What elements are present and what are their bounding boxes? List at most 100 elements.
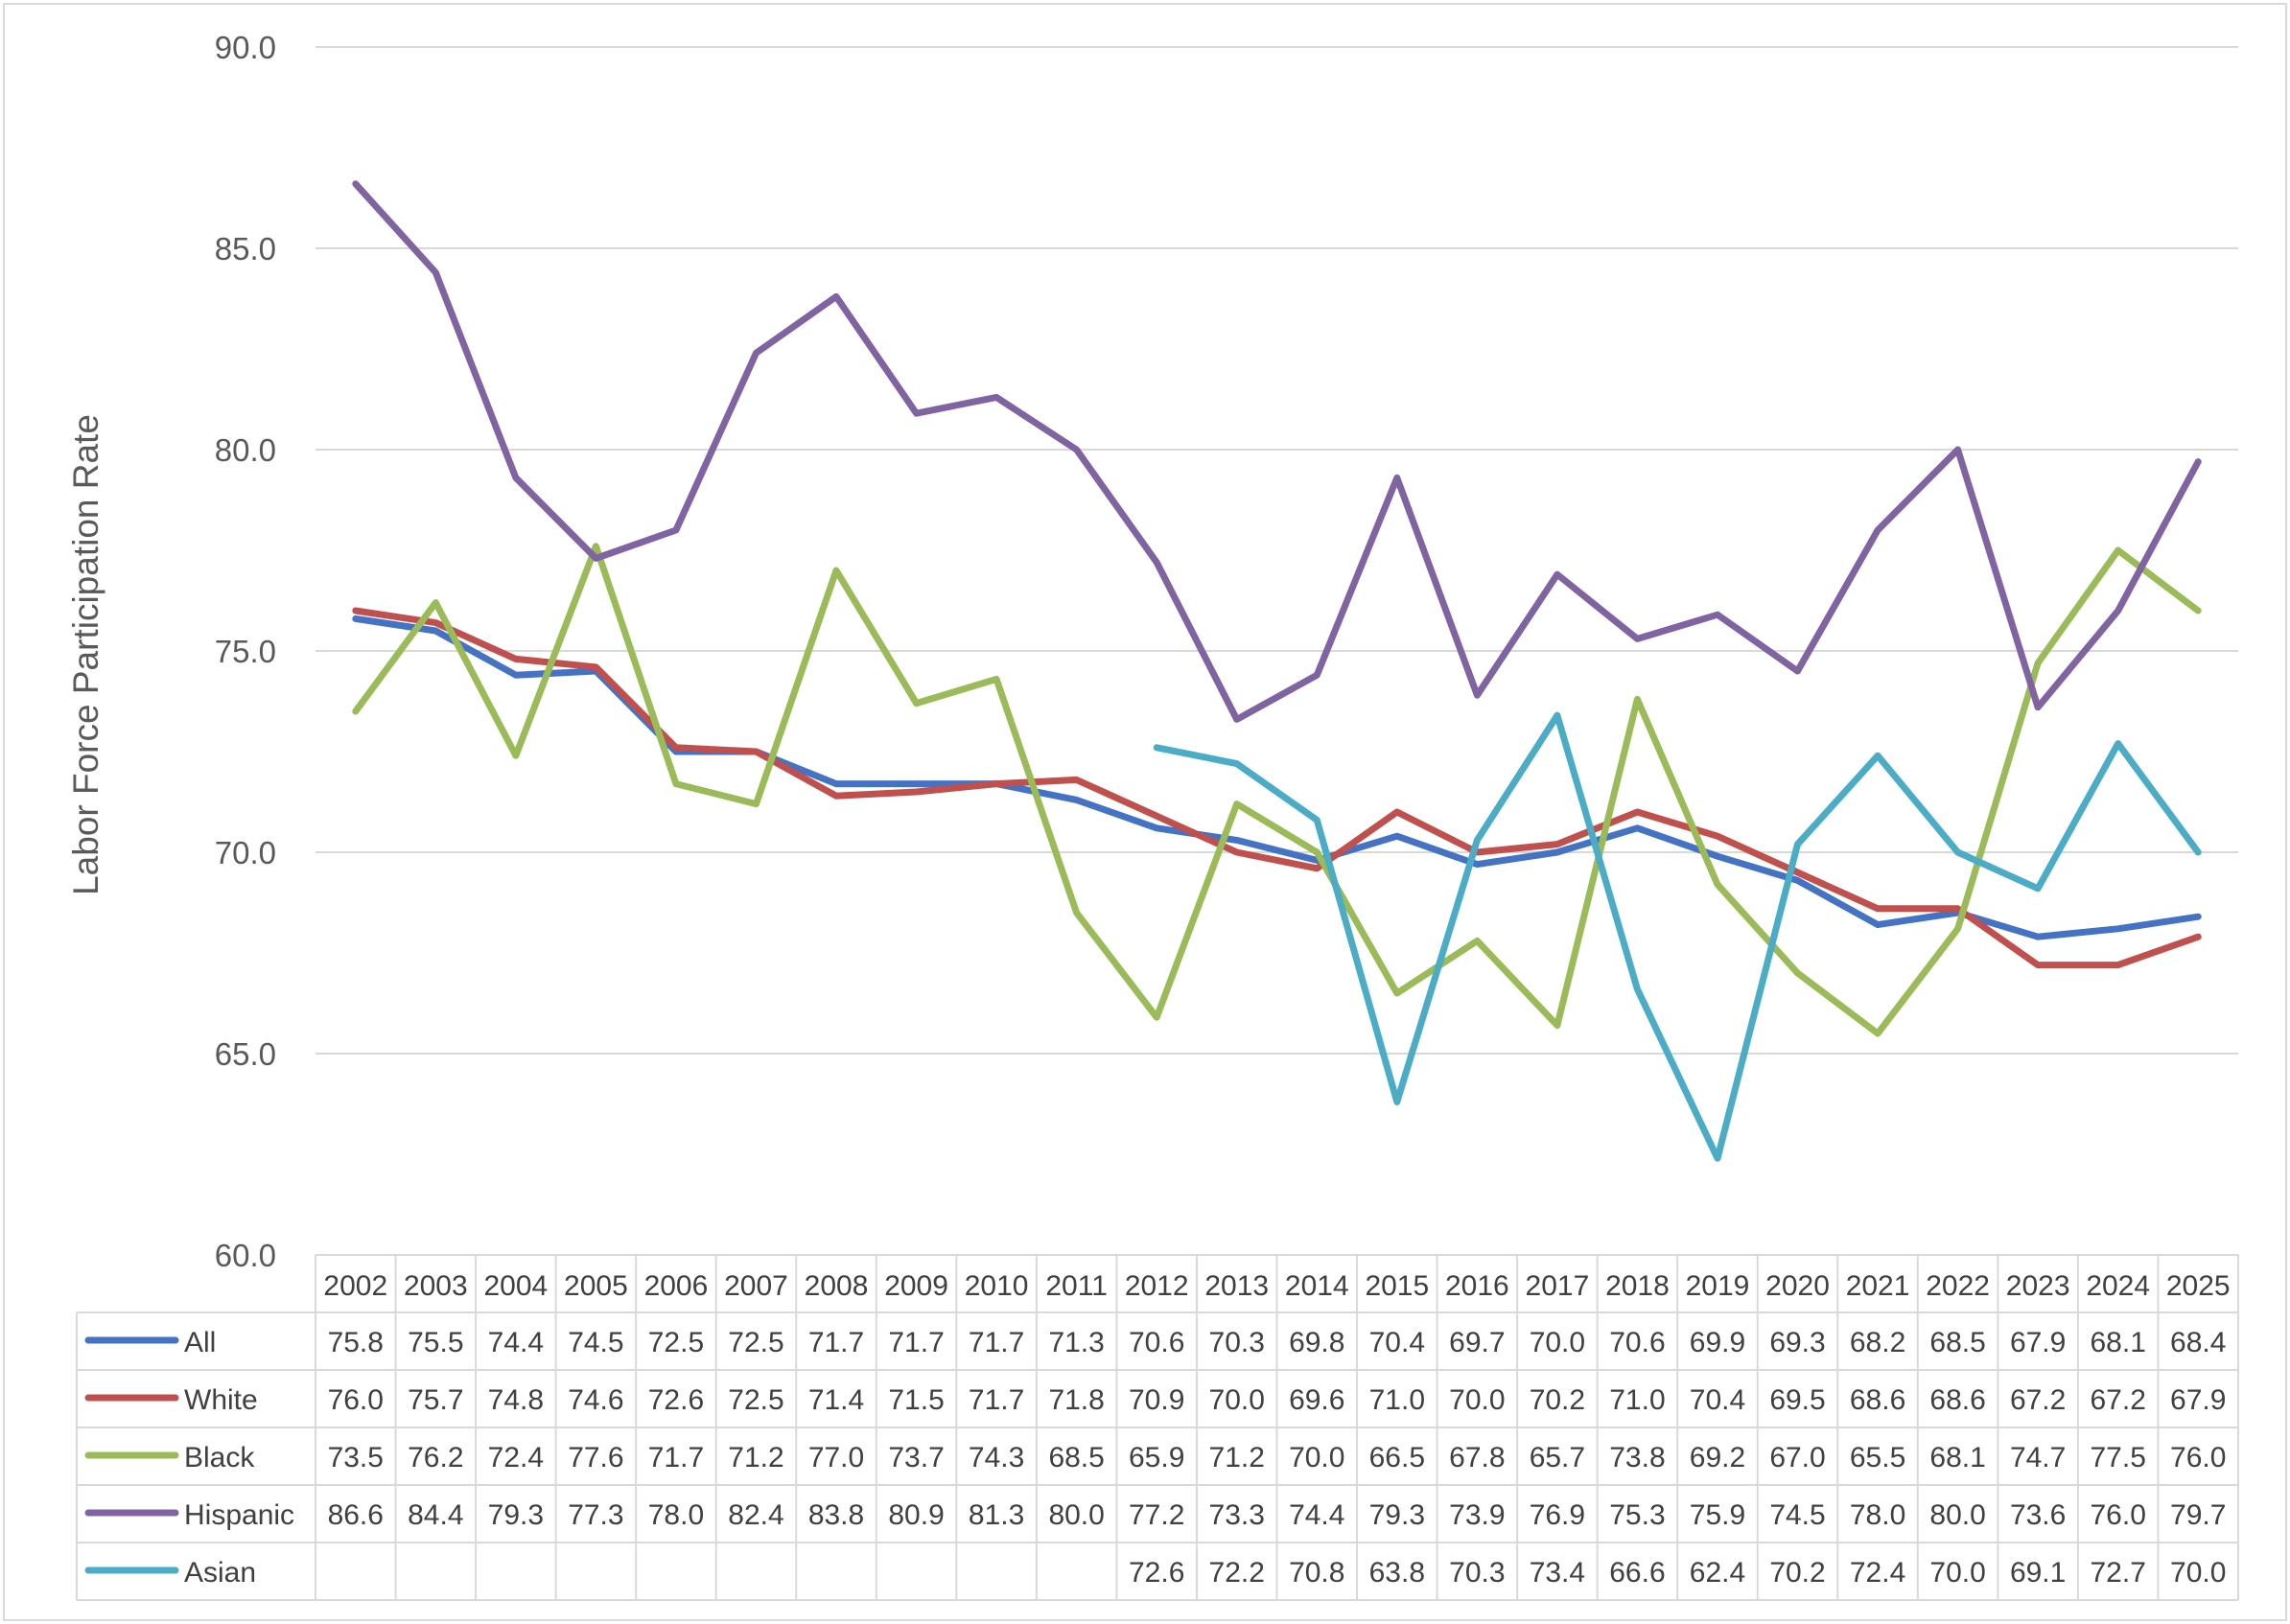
data-label: 72.2 <box>1209 1557 1265 1589</box>
data-label: 71.7 <box>969 1384 1024 1416</box>
data-label: 80.0 <box>1929 1499 1985 1531</box>
data-label: 65.7 <box>1530 1442 1585 1473</box>
x-tick-label: 2020 <box>1765 1270 1830 1302</box>
x-tick-label: 2019 <box>1686 1270 1750 1302</box>
data-label: 75.8 <box>328 1327 384 1358</box>
data-label: 81.3 <box>969 1499 1024 1531</box>
y-tick-label: 60.0 <box>215 1238 276 1273</box>
data-label: 66.6 <box>1609 1557 1665 1589</box>
data-label: 74.8 <box>488 1384 544 1416</box>
data-label: 67.2 <box>2090 1384 2145 1416</box>
x-tick-label: 2007 <box>724 1270 788 1302</box>
data-label: 68.1 <box>2090 1327 2145 1358</box>
data-label: 70.6 <box>1129 1327 1184 1358</box>
data-label: 71.2 <box>1209 1442 1265 1473</box>
data-label: 77.6 <box>568 1442 623 1473</box>
data-label: 68.6 <box>1929 1384 1985 1416</box>
data-label: 74.7 <box>2010 1442 2066 1473</box>
data-label: 71.7 <box>648 1442 704 1473</box>
data-label: 72.7 <box>2090 1557 2145 1589</box>
x-tick-label: 2025 <box>2166 1270 2231 1302</box>
data-label: 73.5 <box>328 1442 384 1473</box>
data-label: 75.9 <box>1690 1499 1745 1531</box>
data-label: 70.3 <box>1209 1327 1265 1358</box>
y-tick-label: 80.0 <box>215 432 276 468</box>
data-label: 68.5 <box>1929 1327 1985 1358</box>
data-label: 70.0 <box>1449 1384 1505 1416</box>
data-label: 67.0 <box>1769 1442 1825 1473</box>
series-line-all <box>352 615 2202 940</box>
y-axis-tick-labels: 60.0 65.0 70.0 75.0 80.0 85.0 90.0 <box>215 30 276 1273</box>
data-label: 74.4 <box>488 1327 544 1358</box>
x-tick-label: 2010 <box>965 1270 1029 1302</box>
data-label: 77.0 <box>808 1442 864 1473</box>
data-label: 74.3 <box>969 1442 1024 1473</box>
data-label: 84.4 <box>408 1499 463 1531</box>
data-label: 72.5 <box>728 1327 783 1358</box>
y-axis-title: Labor Force Participation Rate <box>66 414 105 895</box>
data-label: 76.9 <box>1530 1499 1585 1531</box>
x-tick-label: 2017 <box>1526 1270 1590 1302</box>
x-tick-label: 2002 <box>323 1270 387 1302</box>
data-label: 72.6 <box>1129 1557 1184 1589</box>
data-label: 78.0 <box>1850 1499 1905 1531</box>
data-label: 72.4 <box>488 1442 544 1473</box>
data-label: 69.8 <box>1289 1327 1344 1358</box>
data-label: 71.3 <box>1048 1327 1104 1358</box>
data-label: 70.6 <box>1609 1327 1665 1358</box>
data-label: 70.0 <box>1929 1557 1985 1589</box>
legend-label: Hispanic <box>184 1499 294 1531</box>
x-tick-label: 2021 <box>1846 1270 1910 1302</box>
data-label: 73.6 <box>2010 1499 2066 1531</box>
x-tick-label: 2022 <box>1926 1270 1990 1302</box>
gridlines <box>315 46 2238 1256</box>
y-tick-label: 90.0 <box>215 30 276 65</box>
data-label: 63.8 <box>1369 1557 1425 1589</box>
data-label: 71.4 <box>808 1384 864 1416</box>
data-label: 70.0 <box>1209 1384 1265 1416</box>
data-label: 66.5 <box>1369 1442 1425 1473</box>
data-label: 73.3 <box>1209 1499 1265 1531</box>
data-label: 80.0 <box>1048 1499 1104 1531</box>
data-label: 72.4 <box>1850 1557 1905 1589</box>
data-label: 72.6 <box>648 1384 704 1416</box>
x-tick-label: 2014 <box>1285 1270 1349 1302</box>
data-label: 73.7 <box>888 1442 944 1473</box>
data-label: 71.2 <box>728 1442 783 1473</box>
chart-frame <box>3 3 2287 1621</box>
data-label: 70.3 <box>1449 1557 1505 1589</box>
data-label: 76.0 <box>2170 1442 2226 1473</box>
x-tick-label: 2023 <box>2006 1270 2070 1302</box>
data-label: 68.1 <box>1929 1442 1985 1473</box>
data-label: 79.3 <box>1369 1499 1425 1531</box>
data-label: 70.2 <box>1769 1557 1825 1589</box>
data-label: 73.9 <box>1449 1499 1505 1531</box>
data-label: 70.0 <box>2170 1557 2226 1589</box>
data-label: 71.0 <box>1369 1384 1425 1416</box>
data-label: 70.8 <box>1289 1557 1344 1589</box>
data-label: 70.4 <box>1369 1327 1425 1358</box>
x-tick-label: 2006 <box>644 1270 709 1302</box>
series-line-black <box>352 543 2202 1037</box>
x-tick-label: 2003 <box>404 1270 468 1302</box>
data-label: 76.0 <box>2090 1499 2145 1531</box>
data-label: 77.5 <box>2090 1442 2145 1473</box>
data-label: 69.3 <box>1769 1327 1825 1358</box>
data-label: 69.9 <box>1690 1327 1745 1358</box>
data-label: 70.9 <box>1129 1384 1184 1416</box>
series-line-hispanic <box>352 180 2202 723</box>
data-label: 70.0 <box>1289 1442 1344 1473</box>
data-label: 76.2 <box>408 1442 463 1473</box>
data-label: 74.6 <box>568 1384 623 1416</box>
data-label: 74.5 <box>1769 1499 1825 1531</box>
data-label: 69.6 <box>1289 1384 1344 1416</box>
data-label: 74.4 <box>1289 1499 1344 1531</box>
data-label: 67.2 <box>2010 1384 2066 1416</box>
data-label: 77.3 <box>568 1499 623 1531</box>
data-label: 79.7 <box>2170 1499 2226 1531</box>
x-tick-label: 2004 <box>483 1270 548 1302</box>
data-label: 69.2 <box>1690 1442 1745 1473</box>
data-label: 65.9 <box>1129 1442 1184 1473</box>
data-label: 86.6 <box>328 1499 384 1531</box>
